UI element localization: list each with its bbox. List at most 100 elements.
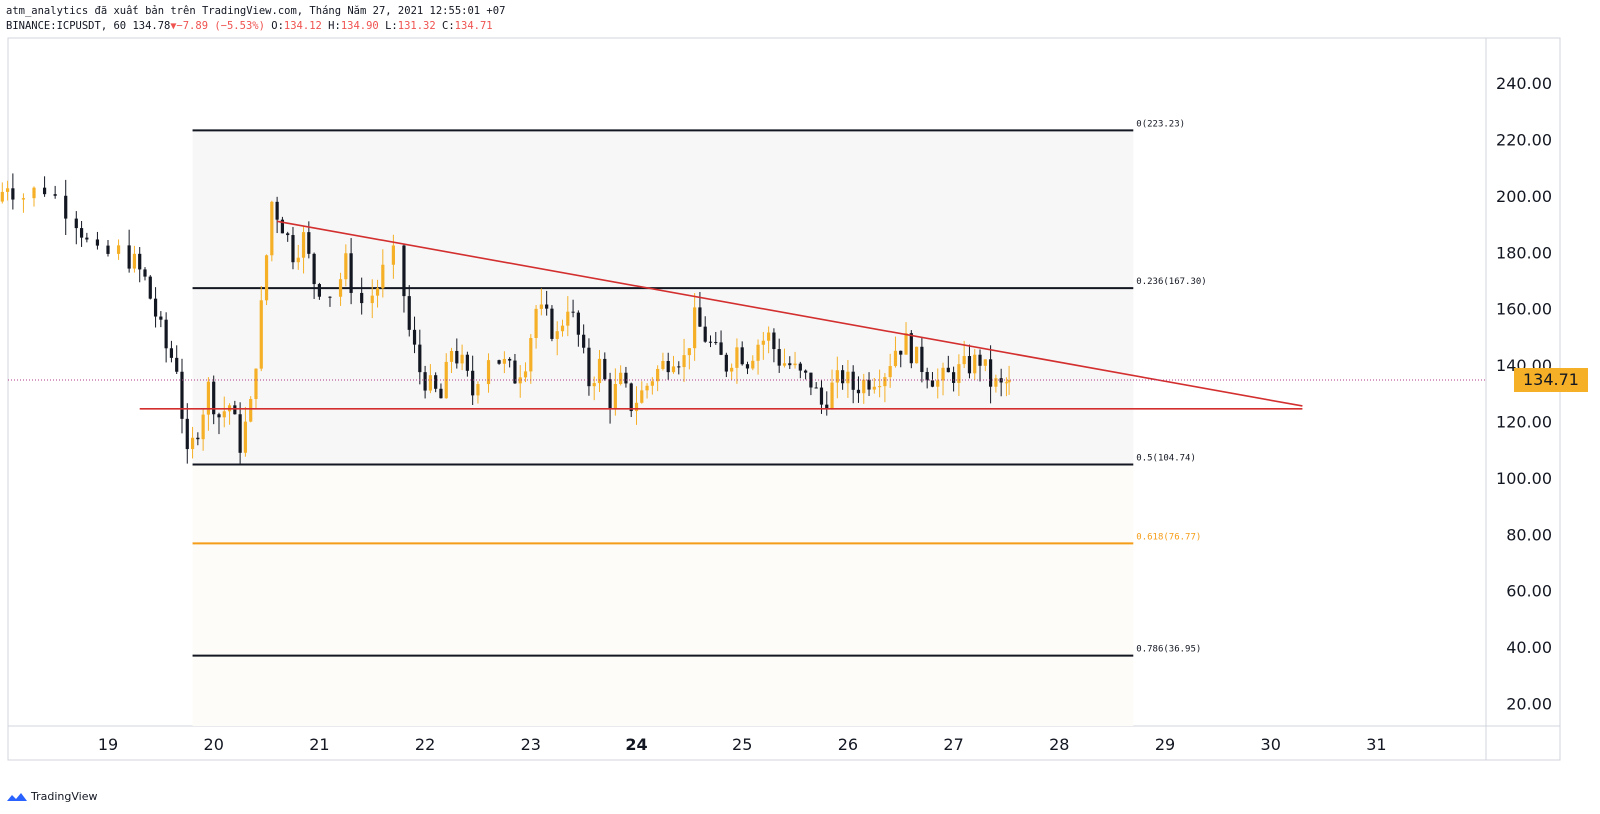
candle-54: [349, 238, 353, 305]
candle-42: [275, 196, 279, 234]
candle-117: [714, 331, 718, 345]
candle-10: [85, 232, 89, 243]
fib-label-3: 0.618(76.77): [1136, 532, 1201, 542]
candle-55: [360, 277, 364, 315]
candle-115: [703, 316, 707, 343]
candle-13: [116, 239, 121, 260]
tradingview-brand[interactable]: TradingView: [6, 790, 97, 803]
x-tick-5: 24: [625, 735, 647, 754]
candle-100: [624, 366, 628, 388]
candle-173: [1007, 365, 1011, 395]
price-axis[interactable]: 20.0040.0060.0080.00100.00120.00140.0016…: [1496, 74, 1552, 713]
candle-52: [338, 272, 343, 306]
fib-label-4: 0.786(36.95): [1136, 645, 1201, 655]
candle-44: [286, 231, 290, 242]
candle-57: [375, 279, 380, 308]
brand-name: TradingView: [31, 790, 98, 803]
candle-145: [862, 373, 866, 404]
candle-170: [994, 374, 998, 393]
candle-130: [782, 348, 787, 368]
candle-4: [32, 186, 36, 207]
candle-53: [344, 244, 348, 287]
candle-62: [412, 316, 417, 354]
fib-levels[interactable]: 0(223.23) 0.236(167.30) 0.5(104.74) 0.618(7…: [192, 119, 1207, 657]
candle-56: [370, 279, 374, 319]
candle-143: [851, 365, 855, 404]
candle-8: [74, 211, 78, 245]
chart-header: atm_analytics đã xuất bản trên TradingVi…: [6, 4, 505, 34]
current-price-tag: 134.71: [1514, 367, 1588, 392]
candle-16: [138, 247, 142, 283]
candle-71: [460, 344, 464, 371]
candle-76: [497, 359, 501, 365]
candle-105: [650, 377, 654, 395]
y-tick-9: 200.00: [1496, 187, 1552, 206]
candle-148: [878, 369, 882, 398]
candle-58: [381, 249, 385, 298]
last-price: 134.78: [132, 20, 171, 32]
candle-65: [428, 364, 432, 394]
candle-77: [502, 351, 506, 374]
high-value: 134.90: [340, 20, 379, 32]
candle-125: [756, 339, 760, 375]
candle-24: [180, 358, 184, 434]
candle-166: [973, 348, 977, 380]
price-change: −7.89 (−5.53%): [176, 20, 265, 32]
candle-82: [529, 334, 533, 384]
candle-122: [740, 341, 744, 366]
candle-123: [745, 361, 750, 375]
x-tick-12: 31: [1366, 735, 1386, 754]
candle-147: [872, 377, 876, 394]
close-value: 134.71: [454, 20, 493, 32]
candle-0: [0, 182, 4, 204]
low-value: 131.32: [397, 20, 436, 32]
candle-22: [169, 340, 174, 363]
candle-32: [222, 396, 226, 428]
candle-41: [270, 200, 274, 262]
candle-109: [671, 355, 676, 374]
candle-18: [148, 275, 152, 300]
candle-154: [909, 330, 913, 369]
candle-112: [687, 348, 691, 370]
candle-139: [830, 369, 834, 410]
candle-49: [312, 252, 316, 299]
open-value: 134.12: [283, 20, 322, 32]
candle-172: [1004, 377, 1009, 397]
symbol-label[interactable]: BINANCE:ICPUSDT, 60: [6, 20, 127, 32]
candle-78: [508, 357, 512, 368]
candle-136: [814, 382, 818, 389]
candle-160: [941, 362, 945, 396]
candle-39: [259, 286, 263, 372]
x-tick-4: 23: [521, 735, 541, 754]
candle-107: [661, 352, 665, 371]
candle-94: [592, 376, 596, 401]
candle-40: [264, 254, 269, 306]
candle-90: [571, 299, 575, 318]
y-tick-0: 20.00: [1506, 694, 1552, 713]
candle-6: [53, 185, 57, 199]
candle-72: [465, 351, 469, 377]
candle-153: [904, 322, 908, 355]
candle-27: [196, 432, 200, 446]
candle-102: [634, 386, 639, 425]
y-tick-7: 160.00: [1496, 300, 1552, 319]
candle-47: [301, 226, 306, 274]
candle-95: [597, 349, 602, 393]
candle-75: [486, 353, 491, 393]
candle-66: [434, 372, 438, 393]
candle-106: [656, 365, 660, 392]
y-tick-1: 40.00: [1506, 638, 1552, 657]
candle-46: [296, 244, 300, 270]
candle-28: [201, 407, 205, 451]
time-axis[interactable]: 19 20 21 22 23 24 25 26 27 28 29 30 31: [98, 735, 1387, 754]
trend-lines[interactable]: [139, 220, 1303, 410]
candle-67: [439, 383, 443, 399]
candle-152: [899, 350, 903, 368]
candle-155: [915, 346, 919, 364]
candle-20: [159, 311, 163, 328]
fib-label-0: 0(223.23): [1136, 119, 1185, 129]
x-tick-10: 29: [1155, 735, 1175, 754]
candle-31: [217, 412, 221, 435]
candle-19: [153, 287, 158, 328]
